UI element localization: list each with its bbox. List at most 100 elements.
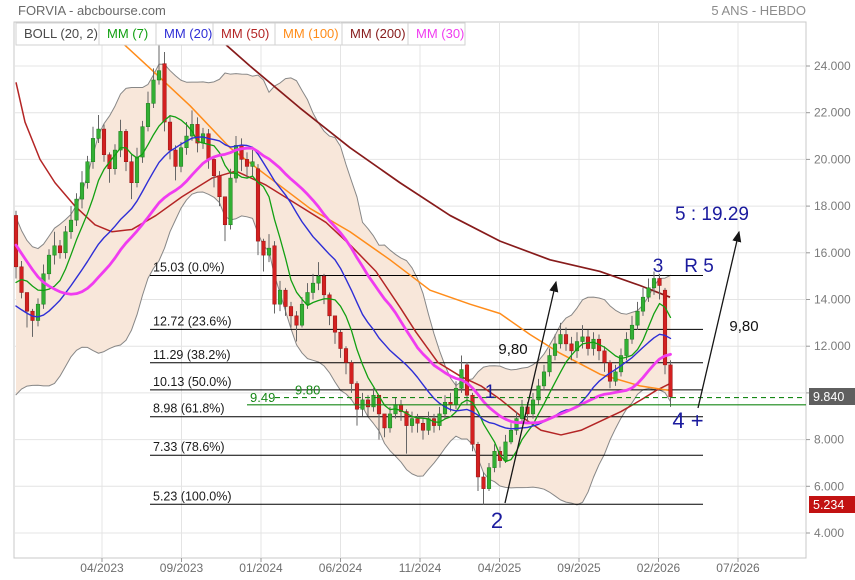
candle-body (233, 145, 239, 179)
candle-body (420, 423, 426, 431)
candle-body (475, 444, 481, 478)
bollinger-lower-line (15, 191, 671, 506)
candle (613, 364, 618, 386)
candle-body (629, 324, 635, 340)
candle-body (272, 245, 277, 305)
bollinger-fill (16, 64, 671, 505)
candlestick-series (14, 44, 673, 505)
candle-body (35, 303, 41, 321)
fibonacci-label: 7.33 (78.6%) (153, 440, 225, 454)
candle-body (343, 348, 349, 363)
candle (508, 423, 514, 445)
candle (662, 287, 668, 375)
annotation-text: 2 (491, 508, 503, 533)
candle-body (519, 406, 525, 419)
candle-body (404, 411, 409, 426)
candle (536, 378, 541, 405)
candle (195, 117, 200, 153)
candle-body (90, 138, 96, 162)
candle (85, 155, 90, 189)
candle-body (305, 292, 310, 305)
y-axis-tick-label: 6.000 (814, 479, 844, 493)
candle-body (52, 245, 57, 256)
candle-body (382, 413, 387, 429)
legend: BOLL (20, 2) MM (7) MM (20) MM (50) MM (… (15, 22, 466, 46)
candle-body (283, 289, 288, 307)
last-price-badge: 9.840 (809, 388, 855, 405)
candle (255, 164, 261, 256)
candle-body (96, 128, 101, 139)
legend-cell: MM (50) (212, 22, 276, 46)
candle (129, 154, 134, 200)
candle (310, 273, 316, 300)
candle-body (349, 362, 354, 384)
y-axis-tick-label: 18.000 (814, 199, 851, 213)
candle (140, 120, 145, 163)
candle-body (464, 364, 470, 396)
x-axis-tick-label: 09/2025 (557, 561, 601, 575)
legend-cell: MM (20) (155, 22, 214, 46)
timeframe-label: 5 ANS - HEBDO (711, 3, 806, 18)
candle-body (547, 355, 552, 373)
legend-item-mm200: MM (200) (350, 26, 406, 41)
candle-body (327, 294, 332, 317)
legend-cell: MM (30) (407, 22, 466, 46)
candle (635, 301, 640, 330)
annotation-text: 5 : 19.29 (675, 204, 749, 225)
candle-body (481, 476, 486, 489)
support-levels: 9.49 9.80 (247, 383, 806, 406)
candle (558, 322, 563, 349)
candle (96, 115, 101, 144)
candle-body (41, 273, 46, 305)
candle (244, 152, 250, 179)
legend-item-mm30: MM (30) (416, 26, 464, 41)
candle (63, 225, 68, 259)
candle-body (635, 310, 640, 326)
candle-body (74, 198, 79, 221)
candle (552, 334, 558, 361)
candle-body (266, 247, 272, 256)
candle-body (14, 215, 19, 268)
candle-body (57, 245, 63, 254)
legend-item-mm50: MM (50) (221, 26, 269, 41)
candle (123, 129, 129, 172)
candle-body (85, 161, 90, 183)
axes: 04/2023 09/2023 01/2024 06/2024 11/2024 04/20… (80, 59, 851, 575)
candle (283, 287, 288, 316)
candle-body (288, 306, 294, 317)
candle (222, 196, 228, 242)
candle (299, 297, 305, 328)
candle-body (365, 399, 371, 408)
candle-body (657, 278, 662, 286)
y-axis-tick-label: 22.000 (814, 106, 851, 120)
candle (261, 238, 266, 272)
candle-body (646, 287, 651, 298)
candle-body (46, 254, 52, 275)
candle-body (514, 418, 519, 431)
candle (382, 413, 387, 438)
candle-body (558, 334, 563, 345)
bollinger-upper-line (15, 63, 671, 387)
candle (211, 157, 217, 188)
candle (657, 273, 662, 300)
candle-body (217, 175, 222, 198)
candle-body (200, 133, 206, 144)
candle (233, 136, 239, 183)
candle (541, 364, 547, 391)
fibonacci-label: 8.98 (61.8%) (153, 402, 225, 416)
candle (228, 168, 233, 230)
candle-body (255, 168, 261, 242)
candle-body (437, 413, 442, 426)
candle-body (63, 231, 68, 254)
candle-body (536, 385, 541, 401)
candle-body (651, 278, 657, 289)
candle-body (569, 343, 574, 352)
candle-body (591, 338, 596, 349)
candle (35, 298, 41, 327)
candle-body (668, 364, 673, 397)
candle-body (178, 147, 184, 167)
candle (151, 68, 156, 109)
candle (68, 206, 74, 239)
candle-body (662, 289, 668, 366)
candle-body (354, 383, 360, 410)
